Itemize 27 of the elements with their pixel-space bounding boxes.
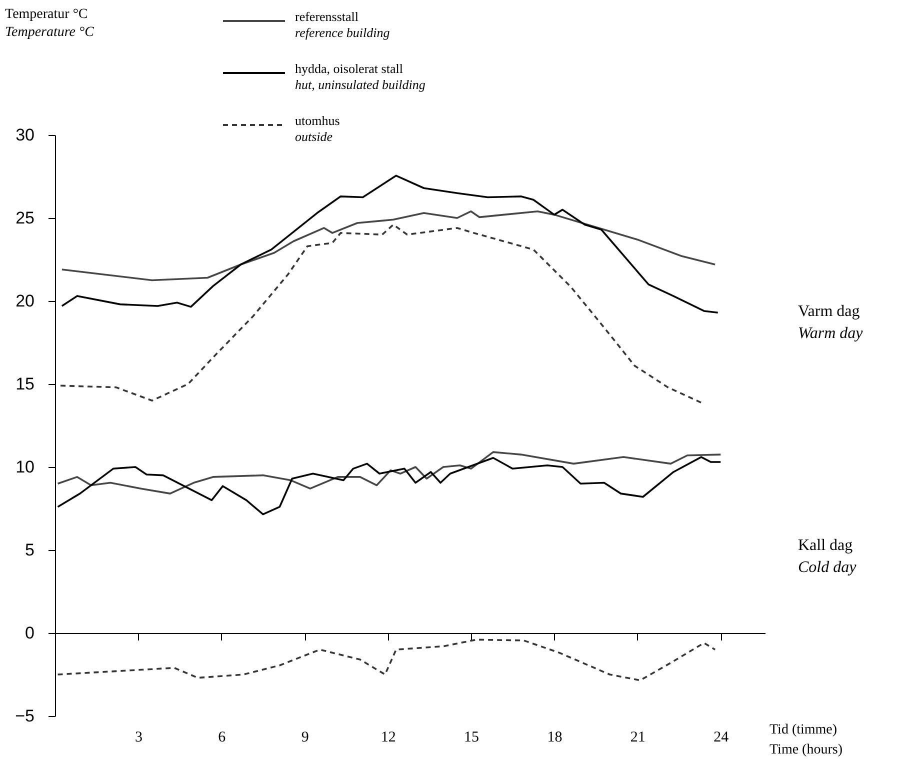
y-tick-label: 20 — [16, 292, 34, 310]
x-tick-label: 3 — [134, 730, 142, 746]
y-tick-label: −5 — [15, 706, 34, 726]
x-axis-title: Tid (timme) Time (hours) — [770, 722, 843, 758]
x-tick-label: 15 — [464, 730, 480, 746]
line-series — [56, 451, 722, 494]
x-tick-label: 18 — [547, 730, 562, 746]
x-tick-label: 12 — [380, 730, 396, 746]
legend-label: referensstall reference building — [295, 9, 390, 40]
text: Temperatur °C Temperature °C — [5, 7, 95, 40]
y-tick-label: 0 — [25, 624, 34, 642]
y-tick-label: 15 — [16, 374, 34, 394]
legend-label: hydda, oisolerat stall hut, uninsulated building — [295, 61, 426, 92]
y-tick-label: 30 — [16, 126, 34, 144]
x-tick-label: 9 — [301, 730, 309, 746]
y-tick-label: 25 — [16, 208, 34, 228]
y-tick-label: 5 — [25, 540, 34, 560]
x-tick-label: 24 — [714, 730, 730, 746]
text: Varm dag Warm day — [798, 303, 864, 342]
text: Kall dag Cold day — [798, 537, 858, 576]
line-series — [61, 174, 719, 314]
line-series — [61, 210, 716, 282]
line-series — [56, 638, 716, 682]
y-tick-label: 10 — [16, 458, 34, 476]
x-tick-label: 21 — [630, 730, 646, 746]
legend-label: utomhus outside — [295, 113, 340, 144]
x-tick-label: 6 — [218, 730, 226, 746]
